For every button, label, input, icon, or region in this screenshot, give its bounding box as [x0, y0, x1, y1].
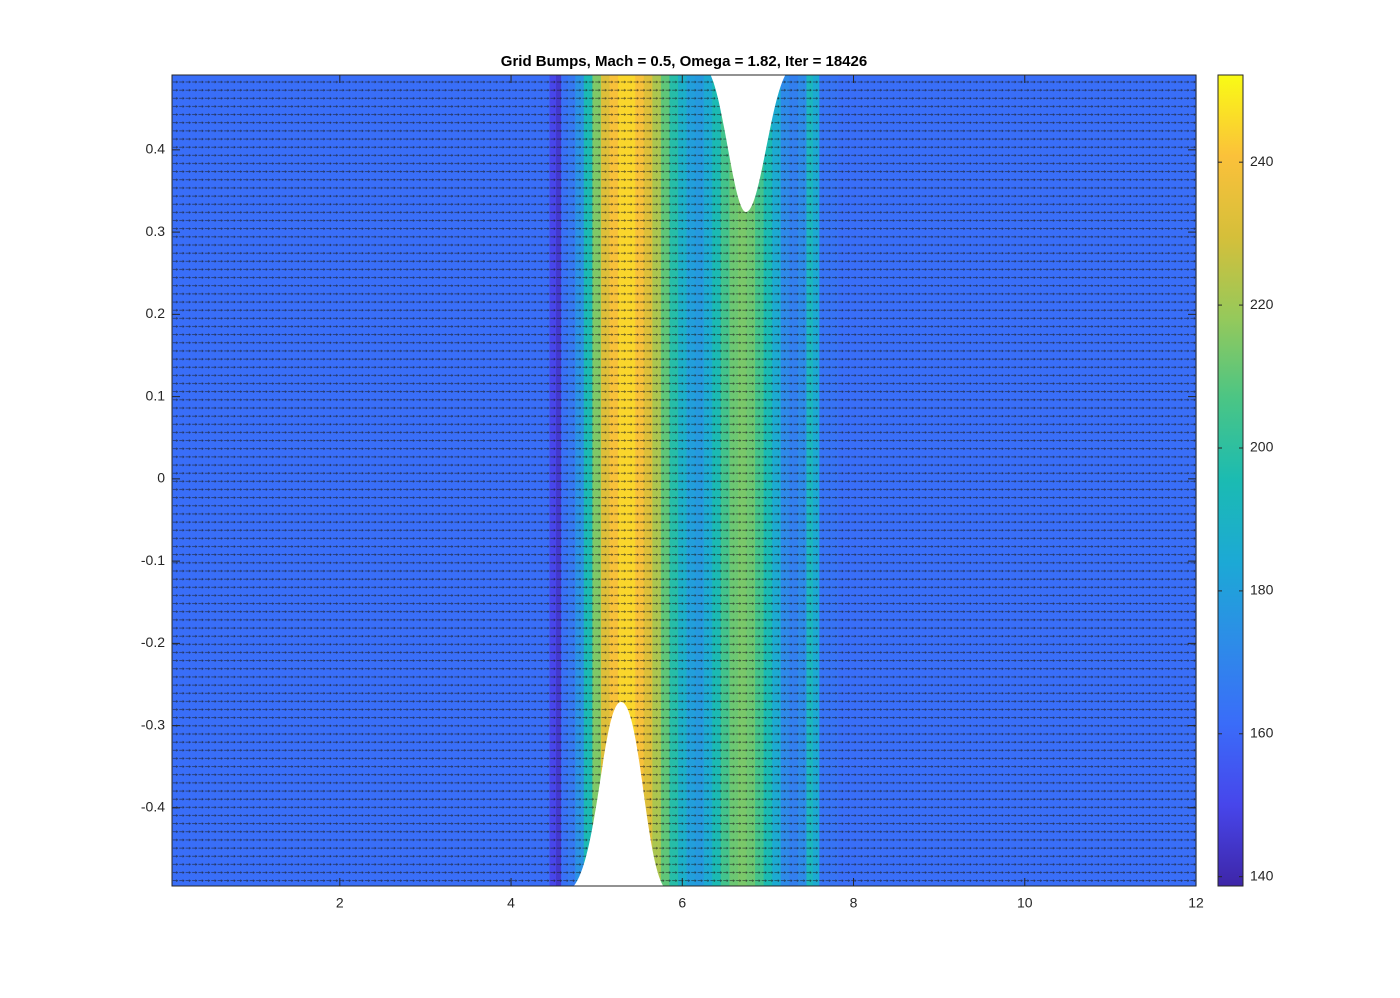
x-tick-label: 12: [1188, 895, 1204, 911]
colorbar-tick-label: 220: [1250, 296, 1274, 312]
x-tick-label: 10: [1017, 895, 1033, 911]
x-tick-label: 6: [678, 895, 686, 911]
y-tick-label: 0.1: [146, 387, 166, 403]
axes-box: [171, 74, 1197, 887]
colorbar-tick-label: 180: [1250, 582, 1274, 598]
y-tick-label: -0.3: [141, 716, 165, 732]
colorbar-tick-label: 200: [1250, 439, 1274, 455]
quiver-arrows: [172, 75, 1196, 886]
chart-title: Grid Bumps, Mach = 0.5, Omega = 1.82, It…: [501, 53, 867, 70]
colorbar-tick-label: 240: [1250, 153, 1274, 169]
x-tick-label: 8: [850, 895, 858, 911]
x-tick-label: 2: [336, 895, 344, 911]
upper-bump: [710, 74, 786, 212]
y-tick-label: 0.4: [146, 141, 166, 157]
y-tick-label: 0.3: [146, 223, 166, 239]
colorbar-tick-label: 140: [1250, 867, 1274, 883]
y-tick-label: 0.2: [146, 305, 166, 321]
colorbar: [1217, 74, 1244, 887]
y-tick-label: -0.4: [141, 799, 165, 815]
colorbar-tick-label: 160: [1250, 725, 1274, 741]
x-tick-label: 4: [507, 895, 515, 911]
y-tick-label: 0: [157, 470, 165, 486]
y-tick-label: -0.1: [141, 552, 165, 568]
y-tick-label: -0.2: [141, 634, 165, 650]
lower-bump: [573, 702, 664, 887]
